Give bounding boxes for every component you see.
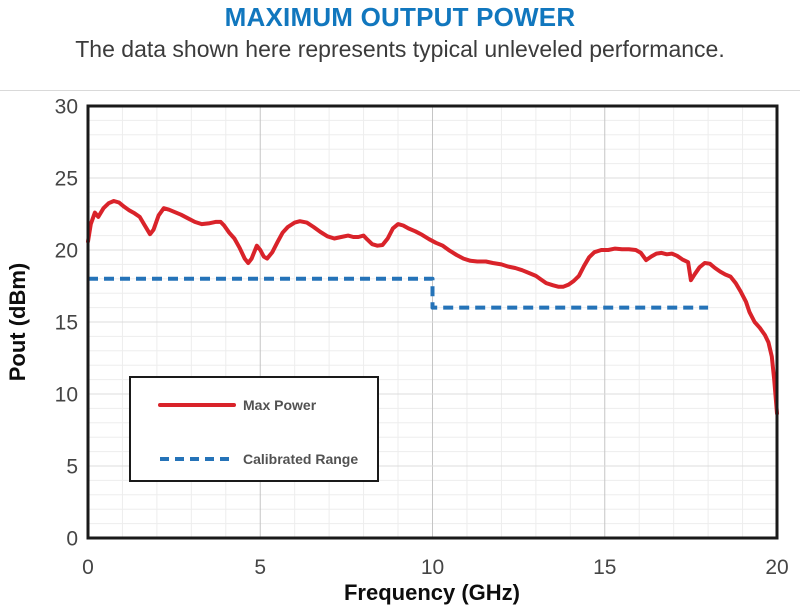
tick-labels: 0 5 10 15 20 25 30 0 5 10 15 20: [55, 96, 789, 580]
x-tick-label: 20: [765, 556, 788, 579]
y-tick-label: 15: [55, 312, 78, 335]
x-tick-label: 15: [593, 556, 616, 579]
y-tick-label: 30: [55, 96, 78, 119]
chart: 0 5 10 15 20 25 30 0 5 10 15 20 Frequency (GHz) Pou…: [5, 96, 789, 606]
legend-label-calibrated-range: Calibrated Range: [243, 451, 358, 467]
legend: Max Power Calibrated Range: [129, 376, 379, 482]
page-subtitle: The data shown here represents typical u…: [75, 36, 725, 62]
legend-label-max-power: Max Power: [243, 397, 317, 413]
x-axis-title: Frequency (GHz): [344, 580, 520, 605]
plot-border: [86, 104, 779, 540]
y-axis-title: Pout (dBm): [5, 263, 30, 382]
x-tick-label: 5: [254, 556, 266, 579]
legend-box: [129, 376, 379, 482]
series-lines: [86, 199, 779, 416]
y-tick-label: 5: [66, 456, 78, 479]
y-tick-label: 20: [55, 240, 78, 263]
chart-header: MAXIMUM OUTPUT POWER The data shown here…: [0, 0, 800, 64]
y-tick-label: 10: [55, 384, 78, 407]
x-tick-label: 0: [82, 556, 94, 579]
y-tick-label: 25: [55, 168, 78, 191]
series-line-calibrated-range: [88, 276, 709, 310]
series-line-max-power: [86, 199, 779, 416]
page-title: MAXIMUM OUTPUT POWER: [224, 2, 576, 32]
gridlines: [88, 106, 777, 538]
chart-area: 0 5 10 15 20 25 30 0 5 10 15 20 Frequency (GHz) Pou…: [0, 90, 800, 614]
x-tick-label: 10: [421, 556, 444, 579]
y-tick-label: 0: [66, 528, 78, 551]
